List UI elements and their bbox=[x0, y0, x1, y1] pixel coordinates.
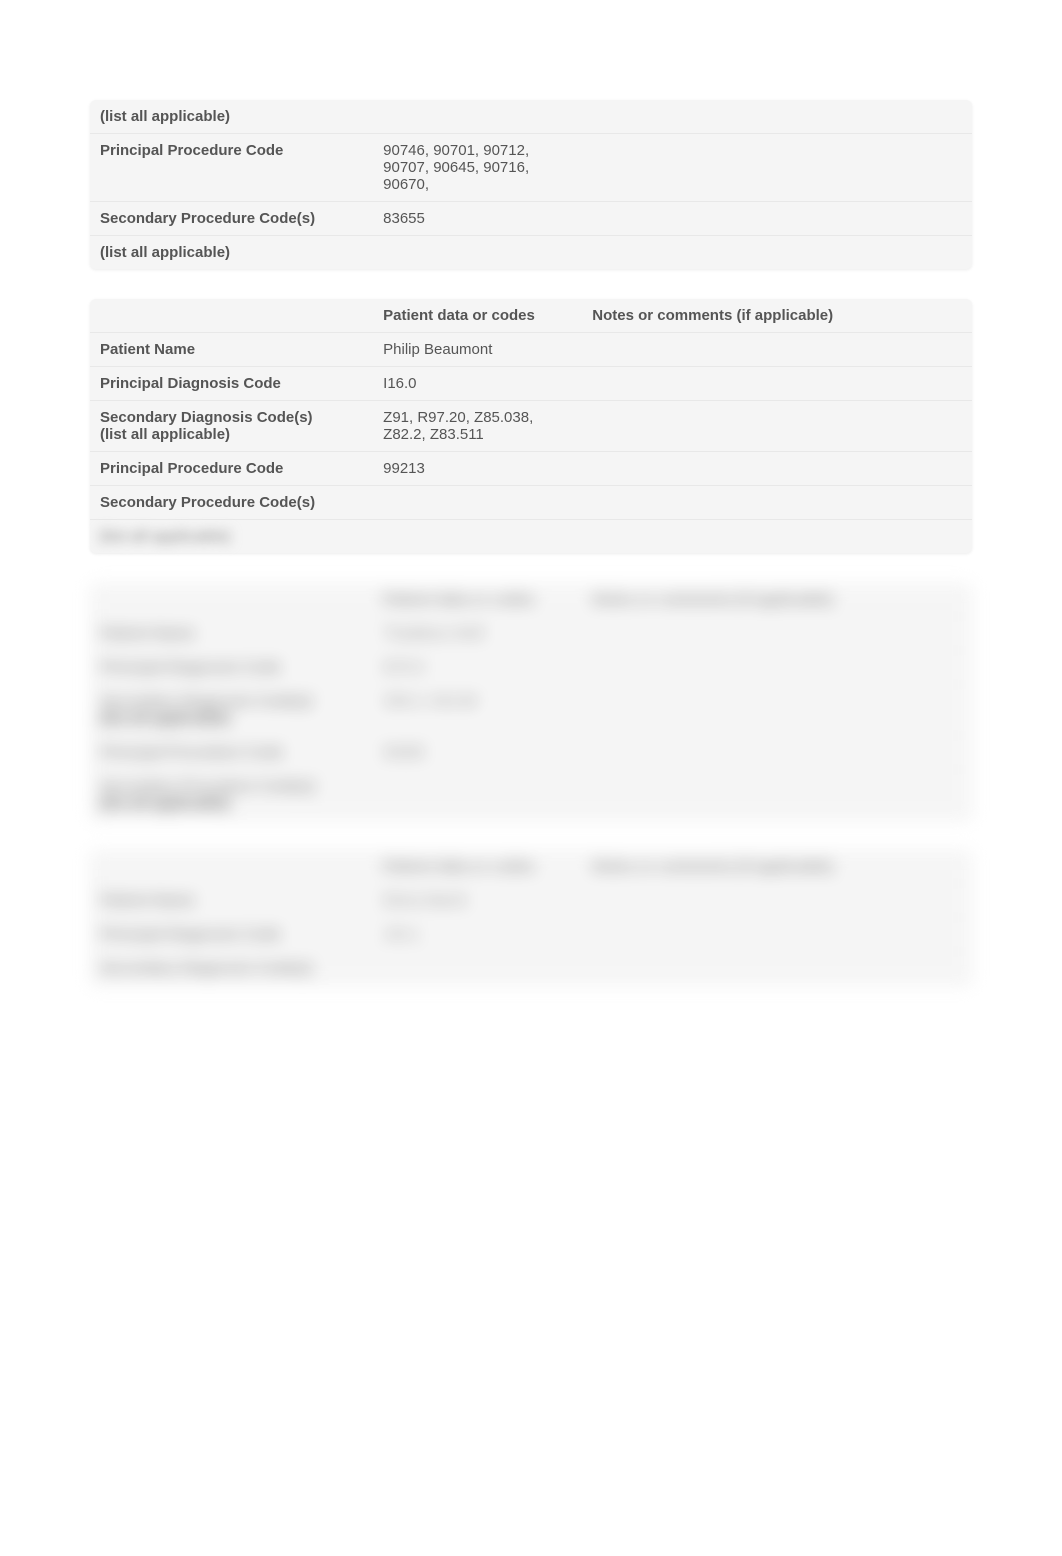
table-row: Patient Name Philip Beaumont bbox=[90, 333, 972, 367]
table-row: (list all applicable) bbox=[90, 236, 972, 270]
header-empty bbox=[90, 850, 377, 884]
header-notes: Notes or comments (if applicable) bbox=[582, 850, 972, 884]
row-notes bbox=[582, 134, 972, 202]
codes-section-1: (list all applicable) Principal Procedur… bbox=[90, 100, 972, 269]
row-data bbox=[377, 770, 582, 821]
table-row: Secondary Diagnosis Code(s) (list all ap… bbox=[90, 685, 972, 736]
row-data bbox=[377, 236, 582, 270]
row-label: Principal Diagnosis Code bbox=[90, 367, 377, 401]
row-notes bbox=[582, 452, 972, 486]
row-label: Secondary Procedure Code(s) (list all ap… bbox=[90, 770, 377, 821]
row-label: Secondary Diagnosis Code(s) bbox=[90, 952, 377, 986]
table-header-row: Patient data or codes Notes or comments … bbox=[90, 850, 972, 884]
codes-section-2: Patient data or codes Notes or comments … bbox=[90, 299, 972, 553]
header-empty bbox=[90, 583, 377, 617]
row-notes bbox=[582, 520, 972, 554]
table-row: Secondary Diagnosis Code(s) bbox=[90, 952, 972, 986]
table-row: (list all applicable) bbox=[90, 100, 972, 134]
row-data: Z99.2, K92.80 bbox=[377, 685, 582, 736]
row-notes bbox=[582, 770, 972, 821]
label-sub: (list all applicable) bbox=[100, 795, 230, 812]
label-main: Secondary Diagnosis Code(s) bbox=[100, 693, 313, 710]
row-notes bbox=[582, 685, 972, 736]
table-row: Principal Procedure Code 99213 bbox=[90, 452, 972, 486]
table-row: Principal Diagnosis Code I16.0 bbox=[90, 367, 972, 401]
header-empty bbox=[90, 299, 377, 333]
table-row: Principal Procedure Code 99285 bbox=[90, 736, 972, 770]
row-label: Principal Procedure Code bbox=[90, 134, 377, 202]
row-data: Philip Beaumont bbox=[377, 333, 582, 367]
row-label: (list all applicable) bbox=[90, 100, 377, 134]
table-row: Secondary Diagnosis Code(s) (list all ap… bbox=[90, 401, 972, 452]
row-data: 99213 bbox=[377, 452, 582, 486]
row-data: J44.1 bbox=[377, 918, 582, 952]
row-data: I16.0 bbox=[377, 367, 582, 401]
header-notes: Notes or comments (if applicable) bbox=[582, 583, 972, 617]
row-notes bbox=[582, 617, 972, 651]
row-label: (list all applicable) bbox=[90, 520, 377, 554]
header-patient-data: Patient data or codes bbox=[377, 850, 582, 884]
row-label: Patient Name bbox=[90, 333, 377, 367]
header-patient-data: Patient data or codes bbox=[377, 299, 582, 333]
table-row: Secondary Procedure Code(s) bbox=[90, 486, 972, 520]
row-label: Patient Name bbox=[90, 617, 377, 651]
row-label: (list all applicable) bbox=[90, 236, 377, 270]
table-row: Principal Diagnosis Code M79.0 bbox=[90, 651, 972, 685]
row-notes bbox=[582, 236, 972, 270]
row-notes bbox=[582, 884, 972, 918]
table-header-row: Patient data or codes Notes or comments … bbox=[90, 583, 972, 617]
row-notes bbox=[582, 100, 972, 134]
table-row: Patient Name Thaddeus Wolf bbox=[90, 617, 972, 651]
row-notes bbox=[582, 401, 972, 452]
row-notes bbox=[582, 952, 972, 986]
row-data: 90746, 90701, 90712, 90707, 90645, 90716… bbox=[377, 134, 582, 202]
row-notes bbox=[582, 333, 972, 367]
row-label: Principal Procedure Code bbox=[90, 736, 377, 770]
row-data: Z91, R97.20, Z85.038, Z82.2, Z83.511 bbox=[377, 401, 582, 452]
row-label: Secondary Diagnosis Code(s) (list all ap… bbox=[90, 685, 377, 736]
row-label: Secondary Procedure Code(s) bbox=[90, 486, 377, 520]
row-data bbox=[377, 520, 582, 554]
label-sub: (list all applicable) bbox=[100, 710, 230, 727]
codes-table-3: Patient data or codes Notes or comments … bbox=[90, 583, 972, 820]
table-row: Principal Procedure Code 90746, 90701, 9… bbox=[90, 134, 972, 202]
codes-section-4-blurred: Patient data or codes Notes or comments … bbox=[90, 850, 972, 985]
row-label: Secondary Procedure Code(s) bbox=[90, 202, 377, 236]
row-data: Thaddeus Wolf bbox=[377, 617, 582, 651]
header-notes: Notes or comments (if applicable) bbox=[582, 299, 972, 333]
row-notes bbox=[582, 736, 972, 770]
codes-table-2: Patient data or codes Notes or comments … bbox=[90, 299, 972, 553]
table-row: Patient Name Elena Marsh bbox=[90, 884, 972, 918]
table-row-blurred: (list all applicable) bbox=[90, 520, 972, 554]
label-sub: (list all applicable) bbox=[100, 426, 230, 443]
row-data: M79.0 bbox=[377, 651, 582, 685]
row-notes bbox=[582, 486, 972, 520]
row-notes bbox=[582, 202, 972, 236]
row-data: 99285 bbox=[377, 736, 582, 770]
table-row: Secondary Procedure Code(s) 83655 bbox=[90, 202, 972, 236]
row-label: Principal Procedure Code bbox=[90, 452, 377, 486]
codes-table-1: (list all applicable) Principal Procedur… bbox=[90, 100, 972, 269]
row-label: Patient Name bbox=[90, 884, 377, 918]
table-row: Secondary Procedure Code(s) (list all ap… bbox=[90, 770, 972, 821]
table-row: Principal Diagnosis Code J44.1 bbox=[90, 918, 972, 952]
label-main: Secondary Procedure Code(s) bbox=[100, 778, 315, 795]
row-data: 83655 bbox=[377, 202, 582, 236]
codes-table-4: Patient data or codes Notes or comments … bbox=[90, 850, 972, 985]
table-header-row: Patient data or codes Notes or comments … bbox=[90, 299, 972, 333]
row-label: Principal Diagnosis Code bbox=[90, 651, 377, 685]
codes-section-3-blurred: Patient data or codes Notes or comments … bbox=[90, 583, 972, 820]
header-patient-data: Patient data or codes bbox=[377, 583, 582, 617]
row-notes bbox=[582, 918, 972, 952]
row-notes bbox=[582, 651, 972, 685]
row-label: Secondary Diagnosis Code(s) (list all ap… bbox=[90, 401, 377, 452]
row-notes bbox=[582, 367, 972, 401]
row-data: Elena Marsh bbox=[377, 884, 582, 918]
label-main: Secondary Diagnosis Code(s) bbox=[100, 409, 313, 426]
row-data bbox=[377, 486, 582, 520]
row-data bbox=[377, 952, 582, 986]
row-data bbox=[377, 100, 582, 134]
row-label: Principal Diagnosis Code bbox=[90, 918, 377, 952]
